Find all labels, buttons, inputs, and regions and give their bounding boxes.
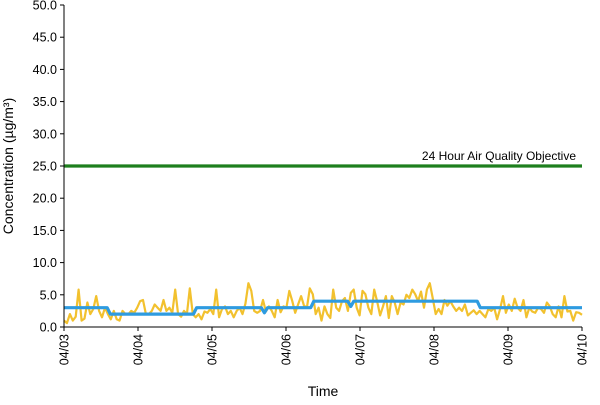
y-tick-label: 25.0 [33, 160, 57, 174]
x-tick-label: 04/04 [132, 334, 146, 365]
y-tick-label: 15.0 [33, 224, 57, 238]
axes: 0.0 5.0 10.0 15.0 20.0 25.0 30.0 35.0 40.0 45.0 50… [33, 0, 590, 365]
x-tick-label: 04/10 [576, 334, 590, 365]
y-tick-label: 45.0 [33, 31, 57, 45]
y-axis-title: Concentration (µg/m³) [0, 98, 16, 234]
x-axis-title: Time [308, 383, 339, 399]
x-tick-label: 04/03 [58, 334, 72, 365]
objective-annotation: 24 Hour Air Quality Objective [422, 149, 576, 163]
y-tick-label: 50.0 [33, 0, 57, 13]
y-tick-label: 0.0 [40, 321, 57, 335]
y-tick-label: 10.0 [33, 256, 57, 270]
x-tick-label: 04/05 [206, 334, 220, 365]
plot-area [63, 164, 583, 325]
x-tick-label: 04/08 [428, 334, 442, 365]
y-tick-label: 40.0 [33, 63, 57, 77]
x-tick-label: 04/06 [280, 334, 294, 365]
x-tick-label: 04/07 [354, 334, 368, 365]
x-tick-label: 04/09 [502, 334, 516, 365]
y-tick-label: 5.0 [40, 288, 57, 302]
y-tick-label: 20.0 [33, 192, 57, 206]
series-line-24-hour-average [64, 299, 582, 316]
y-tick-label: 30.0 [33, 127, 57, 141]
series-line-hourly [63, 282, 583, 325]
y-tick-label: 35.0 [33, 95, 57, 109]
